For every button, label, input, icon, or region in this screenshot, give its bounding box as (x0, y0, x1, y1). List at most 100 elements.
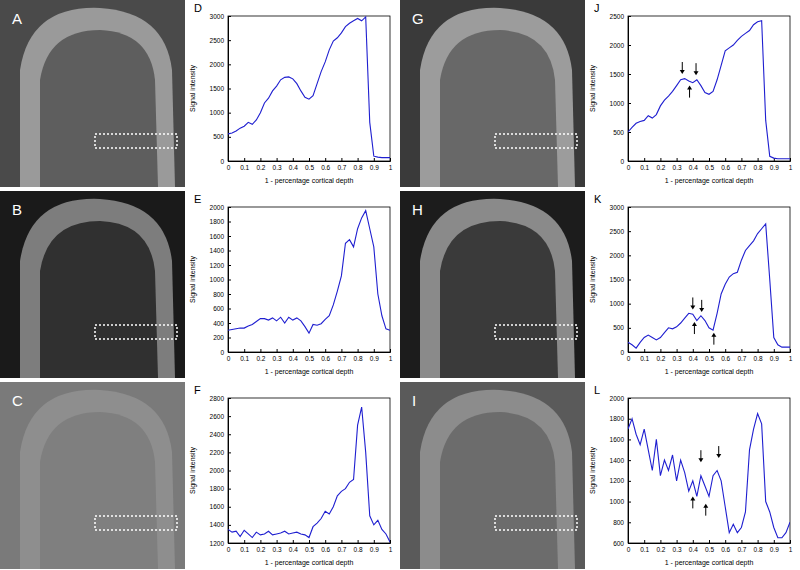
x-tick-label: 1 (389, 546, 393, 553)
y-tick-label: 200 (213, 334, 224, 341)
y-tick-mark (628, 16, 631, 17)
y-tick-label: 2000 (610, 395, 625, 402)
y-tick-mark (628, 255, 631, 256)
x-tick: 0.4 (689, 349, 698, 362)
x-tick-label: 0.5 (705, 164, 714, 171)
x-tick-label: 0.1 (240, 355, 249, 362)
x-tick-mark (390, 349, 391, 352)
x-tick-label: 0.4 (689, 164, 698, 171)
x-tick-label: 1 (789, 164, 793, 171)
panel-label: B (12, 201, 22, 218)
y-tick-mark (628, 161, 631, 162)
series-group (628, 414, 790, 538)
y-tick: 500 (213, 133, 231, 140)
roi-box (495, 134, 577, 148)
x-tick-mark (790, 540, 791, 543)
y-tick: 0 (620, 158, 631, 165)
x-tick-label: 0.2 (656, 355, 665, 362)
image-panel: C (0, 382, 185, 569)
x-tick-mark (774, 540, 775, 543)
y-axis-title: Signal intensity (189, 64, 197, 112)
y-tick: 0 (220, 158, 231, 165)
arrow-shaft (692, 297, 693, 306)
arrow-shaft (694, 325, 695, 334)
y-tick: 2000 (210, 467, 231, 474)
y-tick: 1000 (610, 498, 631, 505)
x-tick-mark (660, 158, 661, 161)
arrow-head (687, 86, 692, 90)
x-tick: 0.7 (337, 540, 346, 553)
x-tick: 0.3 (673, 158, 682, 171)
y-tick-mark (228, 113, 231, 114)
y-tick-mark (228, 40, 231, 41)
x-tick-label: 1 (389, 355, 393, 362)
x-tick-label: 0.6 (721, 164, 730, 171)
y-tick-mark (628, 439, 631, 440)
x-tick-mark (277, 158, 278, 161)
tissue-outer (420, 199, 575, 378)
y-axis-title: Signal intensity (589, 446, 597, 494)
arrow-head (680, 70, 685, 74)
x-tick-mark (277, 349, 278, 352)
x-tick-label: 0.4 (289, 546, 298, 553)
y-tick-mark (628, 103, 631, 104)
x-axis: 00.10.20.30.40.50.60.70.80.91 (627, 158, 793, 171)
y-tick-label: 1000 (610, 300, 625, 307)
y-tick: 2000 (610, 42, 631, 49)
x-tick: 0.4 (289, 540, 298, 553)
arrow-head (703, 504, 708, 508)
arrow-shaft (718, 446, 719, 455)
x-tick: 0.4 (689, 540, 698, 553)
x-tick-mark (790, 158, 791, 161)
x-tick: 0.3 (273, 349, 282, 362)
x-tick-mark (325, 158, 326, 161)
y-axis: 0200400600800100012001400160018002000 (210, 204, 231, 356)
y-tick: 600 (213, 305, 231, 312)
y-axis-title: Signal intensity (189, 255, 197, 303)
x-tick-label: 0.8 (754, 546, 763, 553)
y-tick-label: 0 (220, 349, 224, 356)
y-tick-mark (228, 338, 231, 339)
y-tick: 1800 (610, 415, 631, 422)
x-tick: 0.3 (673, 349, 682, 362)
y-tick-mark (228, 89, 231, 90)
y-tick: 1600 (610, 436, 631, 443)
image-background (0, 382, 185, 569)
x-tick: 0.4 (289, 349, 298, 362)
y-tick-label: 1200 (210, 262, 225, 269)
x-axis-line (229, 158, 391, 162)
chart-panel: 00.10.20.30.40.50.60.70.80.9105001000150… (588, 191, 798, 378)
panel-label: K (594, 193, 602, 205)
chart-panel: 00.10.20.30.40.50.60.70.80.9105001000150… (588, 0, 798, 187)
x-tick-label: 0.1 (240, 546, 249, 553)
x-tick: 0.8 (354, 349, 363, 362)
y-axis-line (229, 208, 232, 353)
y-tick: 1400 (210, 521, 231, 528)
x-tick-mark (374, 158, 375, 161)
x-tick-mark (374, 540, 375, 543)
x-tick-mark (725, 158, 726, 161)
y-tick-mark (228, 265, 231, 266)
x-tick-label: 0 (227, 355, 231, 362)
y-tick: 1000 (210, 109, 231, 116)
x-tick: 0.1 (640, 158, 649, 171)
x-tick-mark (644, 158, 645, 161)
y-axis: 050010001500200025003000 (210, 13, 231, 165)
x-tick-label: 0.7 (737, 355, 746, 362)
x-tick-label: 0.3 (673, 164, 682, 171)
x-tick-label: 0.4 (289, 164, 298, 171)
chart-panel: 00.10.20.30.40.50.60.70.80.9112001400160… (188, 382, 398, 569)
x-tick-label: 0.1 (640, 164, 649, 171)
signal-line (228, 211, 390, 334)
x-tick-mark (358, 158, 359, 161)
y-tick-label: 1400 (210, 521, 225, 528)
tissue-inner (440, 412, 558, 569)
x-tick-label: 0.7 (337, 546, 346, 553)
x-tick: 0.7 (337, 349, 346, 362)
x-tick-label: 0.7 (337, 355, 346, 362)
y-tick-label: 1500 (610, 276, 625, 283)
roi-box (495, 325, 577, 339)
arrow (703, 504, 708, 516)
plot-frame (228, 16, 390, 161)
x-tick-mark (677, 540, 678, 543)
